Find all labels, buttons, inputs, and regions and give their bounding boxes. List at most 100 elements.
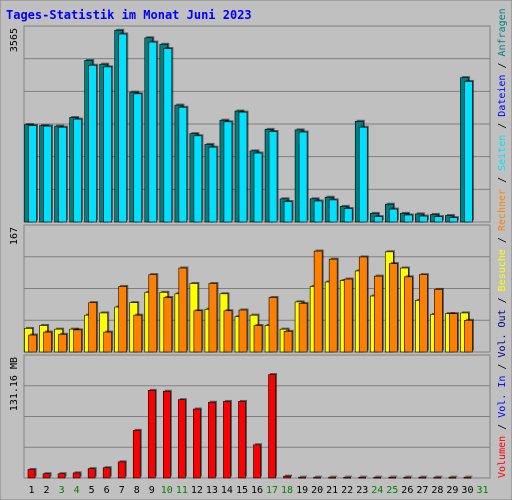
- bar-shadow: [465, 475, 473, 477]
- x-tick-label-day-15: 15: [236, 485, 248, 496]
- bar-dateien-day-11: [178, 106, 188, 223]
- panel-bottom: 131.16 MB: [9, 354, 491, 479]
- x-tick-label-day-12: 12: [191, 485, 203, 496]
- x-tick-label-day-23: 23: [356, 485, 368, 496]
- bar-volumen-day-16: [253, 444, 261, 479]
- bar-dateien-day-30: [464, 81, 473, 223]
- bar-dateien-day-23: [358, 126, 368, 223]
- bar-volumen-day-5: [87, 468, 96, 479]
- bar-rechner-day-11: [178, 267, 188, 353]
- x-tick-label-day-18: 18: [281, 485, 293, 496]
- bar-rechner-day-1: [28, 334, 37, 353]
- bar-rechner-day-4: [73, 329, 82, 353]
- legend-part-13: /: [497, 56, 508, 74]
- bar-shadow: [405, 475, 413, 477]
- x-tick-label-day-21: 21: [326, 485, 338, 496]
- bar-shadow: [360, 475, 368, 477]
- bar-shadow: [330, 475, 338, 477]
- x-tick-label-day-4: 4: [74, 485, 80, 496]
- bar-dateien-day-24: [373, 216, 383, 223]
- x-tick-label-day-20: 20: [311, 485, 323, 496]
- x-tick-label-day-3: 3: [59, 485, 65, 496]
- x-tick-label-day-22: 22: [341, 485, 353, 496]
- bar-volumen-day-17: [268, 374, 276, 479]
- bar-dateien-day-2: [43, 125, 52, 223]
- bar-volumen-day-1: [27, 469, 36, 479]
- x-tick-label-day-16: 16: [251, 485, 263, 496]
- x-tick-label-day-24: 24: [371, 485, 383, 496]
- bar-dateien-day-21: [328, 199, 338, 223]
- x-tick-label-day-25: 25: [386, 485, 398, 496]
- bar-rechner-day-22: [343, 278, 353, 353]
- x-tick-label-day-17: 17: [266, 485, 278, 496]
- bar-rechner-day-18: [283, 331, 293, 353]
- bar-rechner-day-19: [298, 303, 308, 353]
- legend-part-14: Anfragen: [497, 8, 508, 56]
- bar-dateien-day-17: [268, 131, 278, 223]
- legend-part-0: Volumen: [497, 436, 508, 478]
- bar-rechner-day-23: [358, 256, 368, 353]
- bar-volumen-day-15: [238, 401, 246, 479]
- legend-part-11: /: [497, 117, 508, 135]
- x-tick-label-day-30: 30: [461, 485, 473, 496]
- bar-dateien-day-22: [343, 208, 353, 223]
- bar-rechner-day-21: [328, 258, 338, 353]
- y-max-label-bottom: 131.16 MB: [9, 357, 20, 411]
- x-tick-label-day-9: 9: [149, 485, 155, 496]
- bar-dateien-day-19: [298, 131, 308, 223]
- right-legend: Volumen / Vol. In / Vol. Out / Besuche /…: [497, 8, 508, 478]
- bar-rechner-day-2: [43, 331, 52, 353]
- bar-volumen-day-12: [193, 408, 201, 479]
- bar-volumen-day-3: [57, 473, 66, 479]
- bar-dateien-day-8: [133, 93, 143, 223]
- bar-shadow: [285, 474, 293, 477]
- bar-shadow: [435, 475, 443, 477]
- bar-dateien-day-5: [88, 64, 97, 223]
- bar-volumen-day-18: [283, 475, 291, 479]
- bar-rechner-day-27: [419, 274, 428, 353]
- x-tick-label-day-2: 2: [44, 485, 50, 496]
- x-tick-label-day-19: 19: [296, 485, 308, 496]
- bar-volumen-day-23: [358, 476, 367, 479]
- y-max-label-middle: 167: [9, 227, 20, 245]
- bar-shadow: [345, 475, 353, 477]
- legend-part-1: /: [497, 418, 508, 436]
- bar-rechner-day-28: [434, 289, 443, 353]
- x-tick-label-day-11: 11: [176, 485, 188, 496]
- bar-volumen-day-29: [448, 476, 457, 479]
- legend-part-3: /: [497, 358, 508, 376]
- bar-volumen-day-14: [223, 401, 231, 479]
- bar-dateien-day-16: [253, 152, 263, 223]
- bar-dateien-day-9: [148, 41, 158, 223]
- bar-volumen-day-6: [102, 467, 111, 479]
- bar-shadow: [375, 475, 383, 477]
- bar-rechner-day-6: [103, 331, 112, 353]
- bar-shadow: [300, 475, 308, 477]
- bar-volumen-day-13: [208, 401, 216, 479]
- bar-rechner-day-15: [238, 309, 248, 353]
- bar-shadow: [420, 475, 428, 477]
- x-tick-label-day-1: 1: [29, 485, 35, 496]
- bar-shadow: [390, 475, 398, 477]
- legend-part-8: Rechner: [497, 189, 508, 231]
- bar-dateien-day-3: [58, 126, 67, 223]
- bar-dateien-day-4: [73, 118, 82, 223]
- bar-rechner-day-17: [268, 297, 278, 353]
- bar-dateien-day-18: [283, 201, 293, 223]
- bar-volumen-day-7: [117, 461, 126, 479]
- chart-title: Tages-Statistik im Monat Juni 2023: [6, 8, 252, 22]
- bar-volumen-day-20: [313, 476, 321, 479]
- bar-volumen-day-27: [418, 476, 427, 479]
- bar-rechner-day-7: [118, 286, 128, 353]
- x-tick-label-day-5: 5: [89, 485, 95, 496]
- bar-volumen-day-8: [132, 430, 141, 479]
- bar-rechner-day-3: [58, 334, 67, 353]
- bar-dateien-day-28: [434, 216, 443, 223]
- legend-part-2: Vol. In: [497, 376, 508, 418]
- bar-volumen-day-24: [373, 476, 382, 479]
- bar-volumen-day-2: [42, 473, 51, 479]
- bar-dateien-day-10: [163, 48, 173, 223]
- bar-dateien-day-29: [449, 217, 458, 223]
